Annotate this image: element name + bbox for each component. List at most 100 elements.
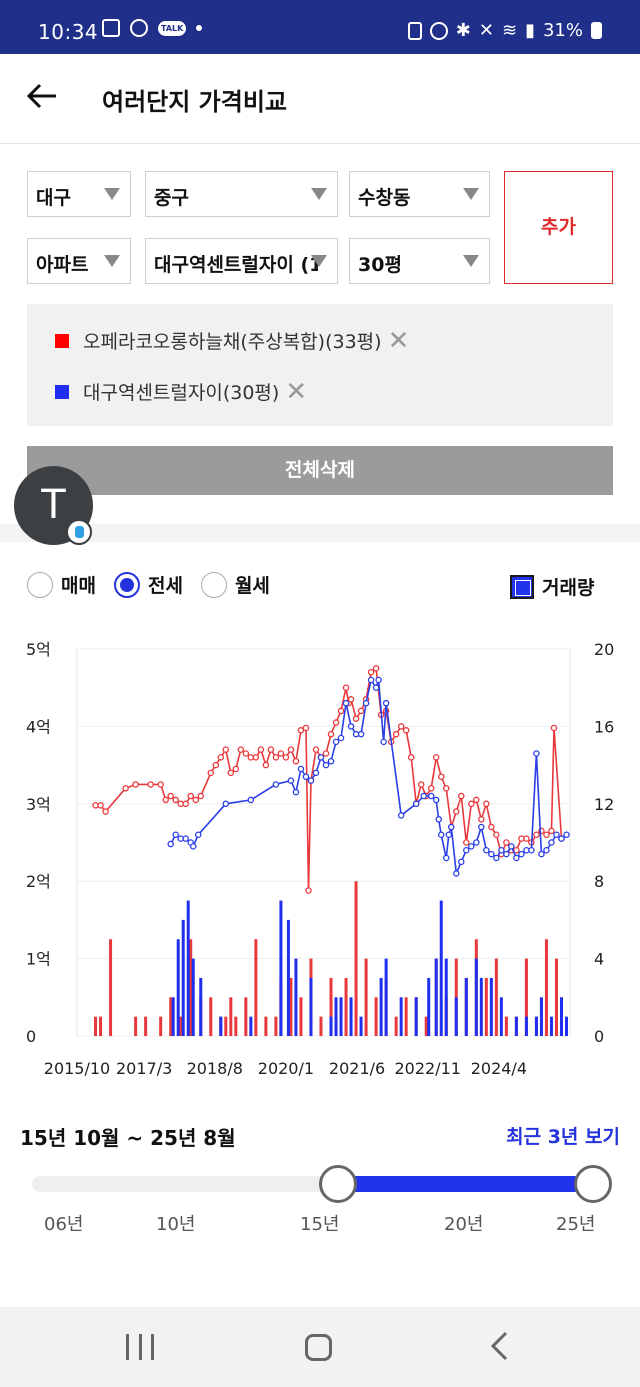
- system-nav-bar: [0, 1307, 640, 1387]
- price-point: [397, 812, 405, 819]
- volume-bar: [534, 1016, 538, 1036]
- selected-complex-item: 대구역센트럴자이(30평) ✕: [55, 378, 307, 405]
- price-point: [194, 831, 202, 839]
- volume-bar: [484, 977, 488, 1036]
- price-point: [312, 769, 320, 777]
- type-select[interactable]: 아파트: [27, 238, 131, 284]
- price-chart: 0 0 1억 4 2억 8 3억 12 4억 16 5억 20 2015/10 2017/3 2018/8 2…: [26, 640, 614, 1078]
- price-point: [97, 802, 104, 809]
- price-point: [222, 800, 230, 808]
- recent-apps-icon[interactable]: [126, 1334, 154, 1360]
- price-point: [192, 796, 199, 804]
- radio-button[interactable]: [200, 571, 227, 598]
- volume-bar: [454, 997, 458, 1036]
- range-slider-start-handle[interactable]: [319, 1165, 357, 1203]
- y-right-tick-label: 12: [594, 795, 614, 814]
- price-point: [217, 754, 225, 761]
- volume-bar: [399, 997, 403, 1036]
- price-point: [382, 699, 390, 707]
- volume-bar: [344, 977, 348, 1036]
- volume-bar: [169, 997, 173, 1036]
- battery-percent: 31%: [542, 20, 583, 41]
- back-arrow-icon[interactable]: [24, 78, 64, 118]
- bluetooth-icon: ✱: [455, 20, 471, 41]
- x-tick-label: 2018/8: [187, 1059, 243, 1078]
- radio-jeonse[interactable]: 전세: [113, 571, 183, 598]
- price-point: [327, 757, 335, 765]
- price-point: [478, 823, 485, 831]
- price-point: [162, 796, 169, 804]
- volume-bar: [179, 1016, 183, 1036]
- x-tick-label: 2020/1: [258, 1059, 314, 1078]
- price-point: [322, 750, 330, 757]
- range-tick-label: 20년: [444, 1214, 484, 1235]
- battery-icon: [591, 22, 602, 39]
- signal-icon: ▮: [525, 20, 535, 41]
- gallery-icon: [102, 19, 120, 37]
- wifi-icon: ≋: [501, 20, 518, 41]
- price-point: [508, 843, 515, 850]
- dong-select-value: 수창동: [358, 187, 411, 209]
- selected-complex-item: 오페라코오롱하늘채(주상복합)(33평) ✕: [55, 327, 409, 354]
- price-point: [272, 754, 280, 761]
- radio-monthly[interactable]: 월세: [200, 571, 270, 598]
- price-point: [473, 839, 480, 846]
- price-point: [347, 723, 355, 730]
- selected-complex-list: 오페라코오롱하늘채(주상복합)(33평) ✕ 대구역센트럴자이(30평) ✕: [27, 304, 613, 426]
- remove-icon[interactable]: ✕: [285, 376, 308, 407]
- complex-select[interactable]: 대구역센트럴자이 (10: [145, 238, 338, 284]
- price-point: [222, 746, 230, 753]
- volume-bar: [379, 977, 383, 1036]
- price-point: [553, 831, 560, 839]
- size-select[interactable]: 30평: [349, 238, 490, 284]
- price-point: [488, 823, 495, 831]
- price-point: [342, 699, 350, 707]
- price-point: [503, 850, 510, 858]
- price-point: [297, 727, 305, 734]
- price-point: [427, 792, 435, 800]
- volume-bar: [229, 997, 233, 1036]
- volume-toggle[interactable]: 거래량: [510, 573, 594, 600]
- volume-bar: [384, 958, 388, 1036]
- price-point: [513, 854, 520, 862]
- volume-checkbox[interactable]: [510, 574, 534, 599]
- price-point: [442, 785, 450, 792]
- back-icon[interactable]: [488, 1329, 512, 1371]
- radio-sale[interactable]: 매매: [27, 571, 96, 598]
- price-point: [342, 684, 350, 691]
- dong-select[interactable]: 수창동: [349, 171, 490, 217]
- home-icon[interactable]: [305, 1334, 332, 1361]
- price-point: [453, 808, 460, 815]
- radio-button[interactable]: [113, 571, 140, 598]
- volume-bar: [514, 1016, 518, 1036]
- add-button[interactable]: 추가: [504, 171, 613, 284]
- volume-bar: [286, 919, 290, 1036]
- price-point: [412, 800, 420, 808]
- volume-bar: [134, 1016, 138, 1036]
- profile-avatar[interactable]: T: [14, 466, 93, 545]
- recent-3-years-button[interactable]: 최근 3년 보기: [506, 1126, 620, 1148]
- volume-bar: [489, 977, 493, 1036]
- price-point: [207, 769, 215, 777]
- city-select-value: 대구: [36, 187, 71, 209]
- volume-bar: [354, 881, 358, 1036]
- price-point: [372, 684, 380, 691]
- delete-all-button[interactable]: 전체삭제: [27, 446, 613, 495]
- price-point: [437, 831, 445, 839]
- volume-bar: [319, 1016, 323, 1036]
- city-select[interactable]: 대구: [27, 171, 131, 217]
- complex-select-value: 대구역센트럴자이 (10: [154, 254, 318, 276]
- selected-complex-name: 오페라코오롱하늘채(주상복합)(33평): [83, 331, 382, 353]
- price-point: [307, 777, 315, 784]
- legend-square-red: [55, 333, 69, 348]
- price-point: [317, 754, 325, 761]
- price-point: [182, 835, 189, 842]
- price-point: [132, 781, 139, 788]
- radio-button[interactable]: [27, 571, 53, 598]
- volume-bar: [394, 1016, 398, 1036]
- district-select[interactable]: 중구: [145, 171, 338, 217]
- range-slider-end-handle[interactable]: [574, 1165, 612, 1203]
- y-right-tick-label: 20: [594, 640, 614, 659]
- remove-icon[interactable]: ✕: [387, 325, 410, 356]
- price-point: [448, 823, 455, 831]
